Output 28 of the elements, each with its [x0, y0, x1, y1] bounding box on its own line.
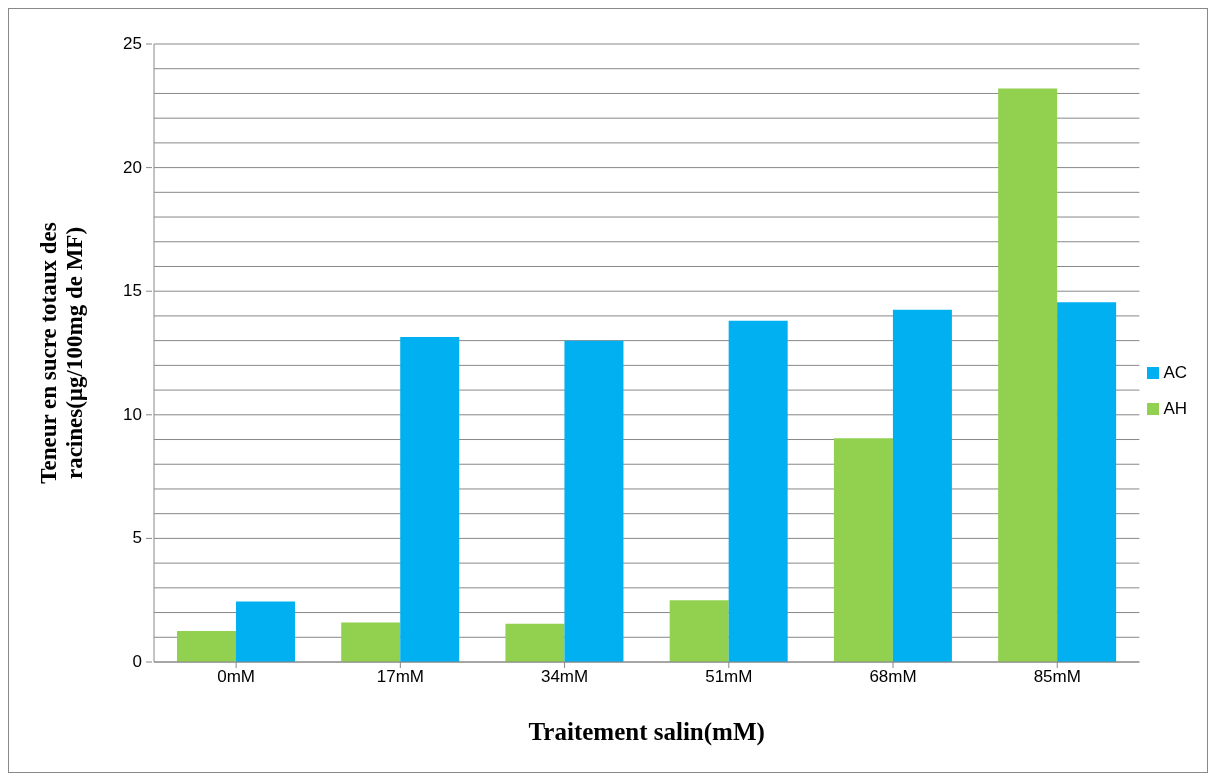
bar — [564, 340, 624, 662]
bar — [400, 336, 460, 662]
x-tick-label: 68mM — [869, 667, 917, 687]
x-tick-label: 51mM — [705, 667, 753, 687]
bar — [998, 88, 1058, 662]
x-tick-label: 17mM — [376, 667, 424, 687]
y-tick-label: 10 — [123, 404, 142, 424]
bar — [235, 601, 295, 662]
bar — [341, 622, 401, 662]
bar — [176, 631, 236, 662]
y-tick-label: 5 — [132, 528, 142, 548]
y-tick-label: 0 — [132, 652, 142, 671]
y-tick-label: 25 — [123, 34, 142, 53]
bar — [669, 600, 729, 662]
bar — [833, 438, 893, 662]
legend-label: AH — [1163, 398, 1187, 418]
bar — [728, 320, 788, 662]
x-tick-label: 34mM — [540, 667, 589, 687]
bar — [892, 309, 952, 662]
x-tick-label: 0mM — [217, 667, 256, 687]
y-tick-label: 20 — [123, 157, 142, 177]
y-axis-title: Teneur en sucre totaux des racines(µg/100mg de MF) — [36, 222, 87, 484]
bar — [1057, 302, 1117, 662]
bar — [505, 623, 565, 662]
y-tick-label: 15 — [123, 281, 142, 301]
x-axis-title: Traitement salin(mM) — [528, 718, 765, 746]
legend-label: AC — [1163, 362, 1187, 382]
x-tick-label: 85mM — [1033, 667, 1081, 687]
